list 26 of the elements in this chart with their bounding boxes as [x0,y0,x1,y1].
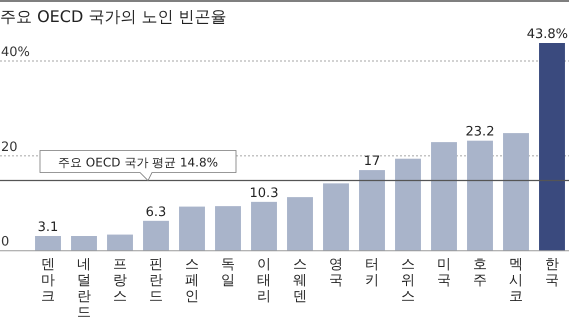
data-label: 43.8% [526,27,568,42]
chart-title: 주요 OECD 국가의 노인 빈곤율 [0,7,227,26]
y-tick-label: 40% [1,45,30,60]
x-tick-label: 호주 [473,256,487,289]
x-tick-label: 멕시코 [509,256,523,305]
x-tick-label: 미국 [437,256,451,289]
x-tick-label: 네덜란드 [77,256,91,321]
x-tick-label: 스페인 [185,256,199,305]
x-tick-label: 프랑스 [113,256,127,305]
x-tick-label: 이태리 [257,256,271,305]
x-tick-label: 핀란드 [149,256,163,305]
ref-line-label: 주요 OECD 국가 평균 14.8% [58,156,218,170]
x-tick-label: 영국 [329,256,343,289]
data-label: 10.3 [250,186,278,201]
x-tick-label: 한국 [545,256,559,289]
x-tick-label: 터키 [365,256,379,289]
x-tick-label: 스웨덴 [293,256,307,305]
x-tick-label: 독일 [221,256,235,289]
data-label: 6.3 [146,204,166,220]
y-tick-label: 20 [1,140,18,155]
data-label: 17 [364,154,380,170]
x-tick-label: 덴마크 [41,256,55,305]
y-tick-label: 0 [1,234,10,250]
data-label: 23.2 [466,124,494,140]
x-tick-label: 스위스 [401,256,415,305]
data-label: 3.1 [38,220,58,235]
